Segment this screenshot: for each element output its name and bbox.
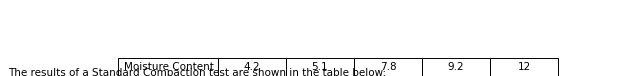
Text: 4.2: 4.2 — [243, 62, 260, 72]
Text: 12: 12 — [517, 62, 531, 72]
Bar — [422, 58, 490, 76]
Text: 5.1: 5.1 — [312, 62, 328, 72]
Bar — [218, 58, 286, 76]
Bar — [490, 58, 558, 76]
Bar — [354, 58, 422, 76]
Bar — [286, 58, 354, 76]
Bar — [118, 58, 218, 76]
Text: 9.2: 9.2 — [448, 62, 464, 72]
Text: Moisture Content: Moisture Content — [124, 62, 214, 72]
Text: The results of a Standard Compaction test are shown in the table below:: The results of a Standard Compaction tes… — [8, 68, 386, 76]
Text: 7.8: 7.8 — [380, 62, 396, 72]
